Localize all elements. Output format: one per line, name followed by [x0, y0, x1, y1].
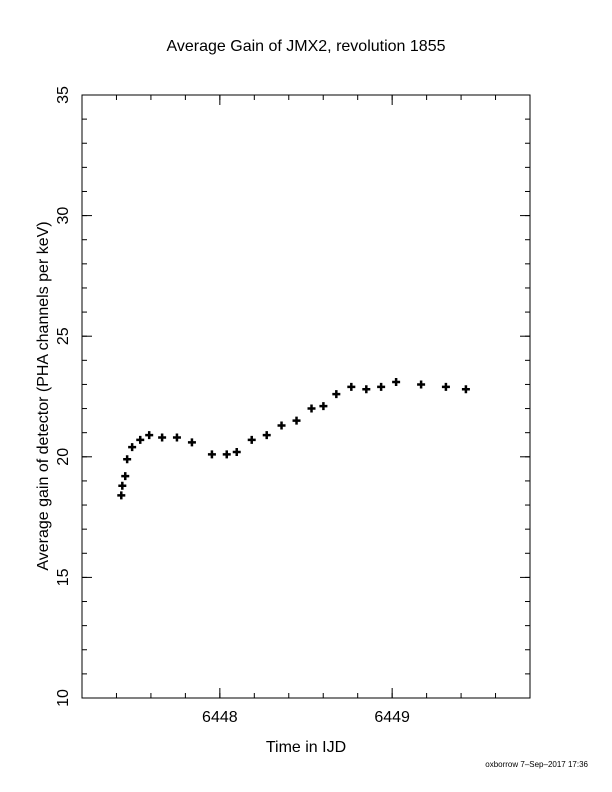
data-point [307, 404, 316, 413]
y-tick-label: 20 [55, 448, 72, 466]
data-point [232, 447, 241, 456]
data-point [392, 378, 401, 387]
data-point [377, 382, 386, 391]
footer: oxborrow 7–Sep–2017 17:36 [485, 760, 588, 769]
data-point [121, 472, 130, 481]
data-point [207, 450, 216, 459]
data-point [136, 435, 145, 444]
data-point [332, 390, 341, 399]
y-tick-label: 10 [55, 689, 72, 707]
data-point [158, 433, 167, 442]
data-point [319, 402, 328, 411]
data-point [128, 443, 137, 452]
data-point [441, 382, 450, 391]
data-point [145, 431, 154, 440]
plot-frame [81, 94, 531, 699]
data-point [117, 491, 126, 500]
y-tick-label: 35 [55, 86, 72, 104]
chart-title: Average Gain of JMX2, revolution 1855 [167, 38, 446, 55]
x-tick-label: 6449 [374, 709, 410, 726]
data-point [123, 455, 132, 464]
data-point [461, 385, 470, 394]
y-tick-label: 15 [55, 568, 72, 586]
data-point [292, 416, 301, 425]
data-point [277, 421, 286, 430]
data-point [118, 481, 127, 490]
y-tick-label: 30 [55, 207, 72, 225]
data-point [262, 431, 271, 440]
data-point [362, 385, 371, 394]
data-point [247, 435, 256, 444]
data-point [347, 382, 356, 391]
data-point [222, 450, 231, 459]
data-point [417, 380, 426, 389]
x-axis-label: Time in IJD [266, 739, 346, 756]
data-point [187, 438, 196, 447]
y-axis-label: Average gain of detector (PHA channels p… [35, 221, 52, 570]
x-tick-label: 6448 [202, 709, 238, 726]
data-point [172, 433, 181, 442]
y-tick-label: 25 [55, 327, 72, 345]
